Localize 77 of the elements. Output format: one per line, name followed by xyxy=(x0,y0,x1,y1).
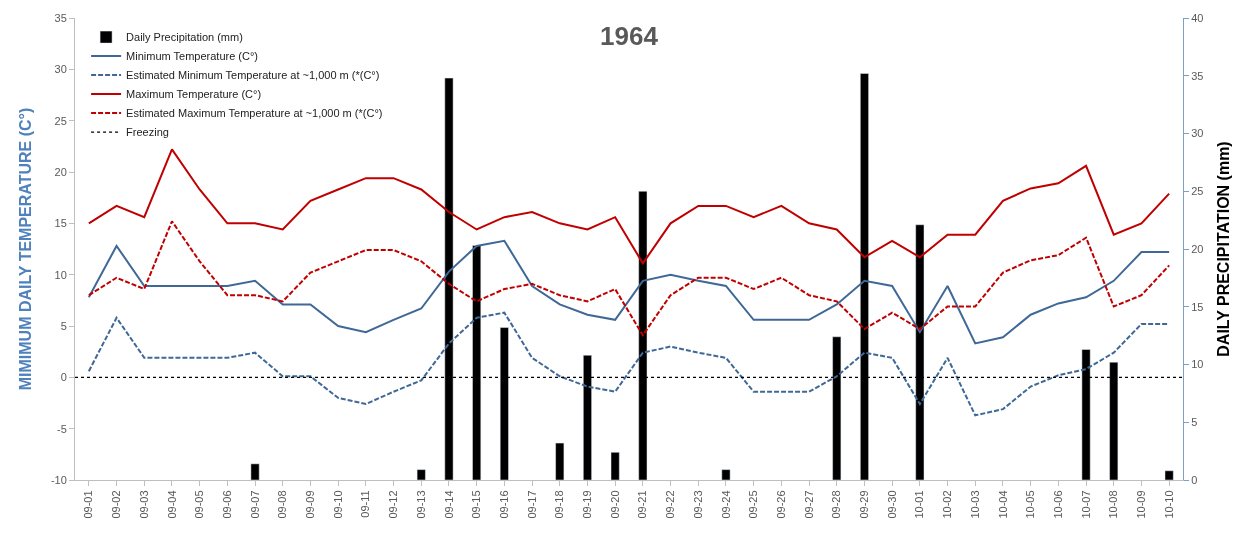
y-tick-label: 5 xyxy=(60,319,67,332)
x-tick-label: 10-04 xyxy=(996,490,1009,519)
legend-label: Maximum Temperature (C°) xyxy=(126,88,262,101)
legend-label: Freezing xyxy=(126,126,169,139)
x-tick-label: 10-08 xyxy=(1107,490,1120,519)
y2-tick-label: 10 xyxy=(1191,358,1204,371)
line-series xyxy=(87,239,1171,345)
x-tick-label: 09-06 xyxy=(220,490,233,519)
y-axis-title: MIMIMUM DAILY TEMPERATURE (C°) xyxy=(16,107,34,391)
x-tick-label: 09-25 xyxy=(747,490,760,519)
y-tick-label: -10 xyxy=(50,473,67,486)
x-tick-label: 09-29 xyxy=(858,490,871,519)
y-tick-label: 15 xyxy=(54,217,67,230)
chart-title: 1964 xyxy=(600,21,659,52)
x-tick-label: 09-10 xyxy=(331,490,344,519)
bar xyxy=(721,469,731,480)
x-tick-label: 09-05 xyxy=(193,490,206,519)
x-tick-label: 09-30 xyxy=(885,490,898,519)
y2-tick-label: 0 xyxy=(1191,473,1198,486)
x-tick-label: 09-24 xyxy=(719,490,732,519)
x-tick-label: 10-01 xyxy=(913,490,926,519)
x-tick-label: 09-17 xyxy=(525,490,538,519)
line-series xyxy=(87,148,1171,265)
x-tick-label: 09-01 xyxy=(82,490,95,519)
x-tick-label: 09-13 xyxy=(414,490,427,519)
x-tick-label: 09-23 xyxy=(691,490,704,519)
legend-label: Daily Precipitation (mm) xyxy=(126,31,243,44)
x-tick-label: 09-09 xyxy=(304,490,317,519)
x-tick-label: 09-14 xyxy=(442,490,455,519)
y-tick-label: 25 xyxy=(54,114,67,127)
y-tick-label: 20 xyxy=(54,165,67,178)
bar xyxy=(610,452,620,480)
x-tick-label: 09-26 xyxy=(774,490,787,519)
x-tick-label: 10-03 xyxy=(968,490,981,519)
legend-label: Minimum Temperature (C°) xyxy=(126,50,259,63)
y2-tick-label: 25 xyxy=(1191,185,1204,198)
x-tick-label: 10-05 xyxy=(1024,490,1037,519)
x-tick-label: 09-02 xyxy=(110,490,123,519)
x-tick-label: 09-16 xyxy=(497,490,510,519)
x-tick-label: 09-20 xyxy=(608,490,621,519)
legend-label: Estimated Maximum Temperature at ~1,000 m (*(C°) xyxy=(126,107,383,120)
y2-tick-label: 15 xyxy=(1191,300,1204,313)
line-series xyxy=(87,220,1171,337)
bar xyxy=(250,463,260,480)
x-tick-label: 09-28 xyxy=(830,490,843,519)
x-tick-label: 09-19 xyxy=(581,490,594,519)
y2-tick-label: 20 xyxy=(1191,242,1204,255)
x-tick-label: 09-15 xyxy=(470,490,483,519)
y-tick-label: -5 xyxy=(57,422,67,435)
x-tick-label: 10-02 xyxy=(941,490,954,519)
bar xyxy=(555,442,565,480)
bar xyxy=(416,469,426,480)
x-tick-label: 09-22 xyxy=(664,490,677,519)
y-tick-label: 30 xyxy=(54,63,67,76)
x-tick-label: 10-10 xyxy=(1162,490,1175,519)
y2-tick-label: 35 xyxy=(1191,69,1204,82)
x-tick-label: 09-11 xyxy=(359,490,372,518)
y-tick-label: 35 xyxy=(54,11,67,24)
x-tick-label: 10-09 xyxy=(1135,490,1148,519)
x-tick-label: 09-08 xyxy=(276,490,289,519)
x-tick-label: 10-06 xyxy=(1051,490,1064,519)
y-tick-label: 0 xyxy=(60,371,67,384)
y2-tick-label: 5 xyxy=(1191,416,1198,429)
x-tick-label: 09-03 xyxy=(137,490,150,519)
bar xyxy=(1164,470,1174,480)
y2-tick-label: 30 xyxy=(1191,127,1204,140)
x-tick-label: 10-07 xyxy=(1079,490,1092,519)
x-tick-label: 09-18 xyxy=(553,490,566,519)
y2-tick-label: 40 xyxy=(1191,11,1204,24)
x-tick-label: 09-21 xyxy=(636,490,649,519)
y2-axis-title: DAILY PRECIPITATION (mm) xyxy=(1215,141,1233,357)
x-tick-label: 09-12 xyxy=(387,490,400,519)
y-tick-label: 10 xyxy=(54,268,67,281)
x-tick-label: 09-27 xyxy=(802,490,815,519)
x-tick-label: 09-07 xyxy=(248,490,261,519)
x-tick-label: 09-04 xyxy=(165,490,178,519)
legend-label: Estimated Minimum Temperature at ~1,000 m (*(C°) xyxy=(126,69,380,82)
